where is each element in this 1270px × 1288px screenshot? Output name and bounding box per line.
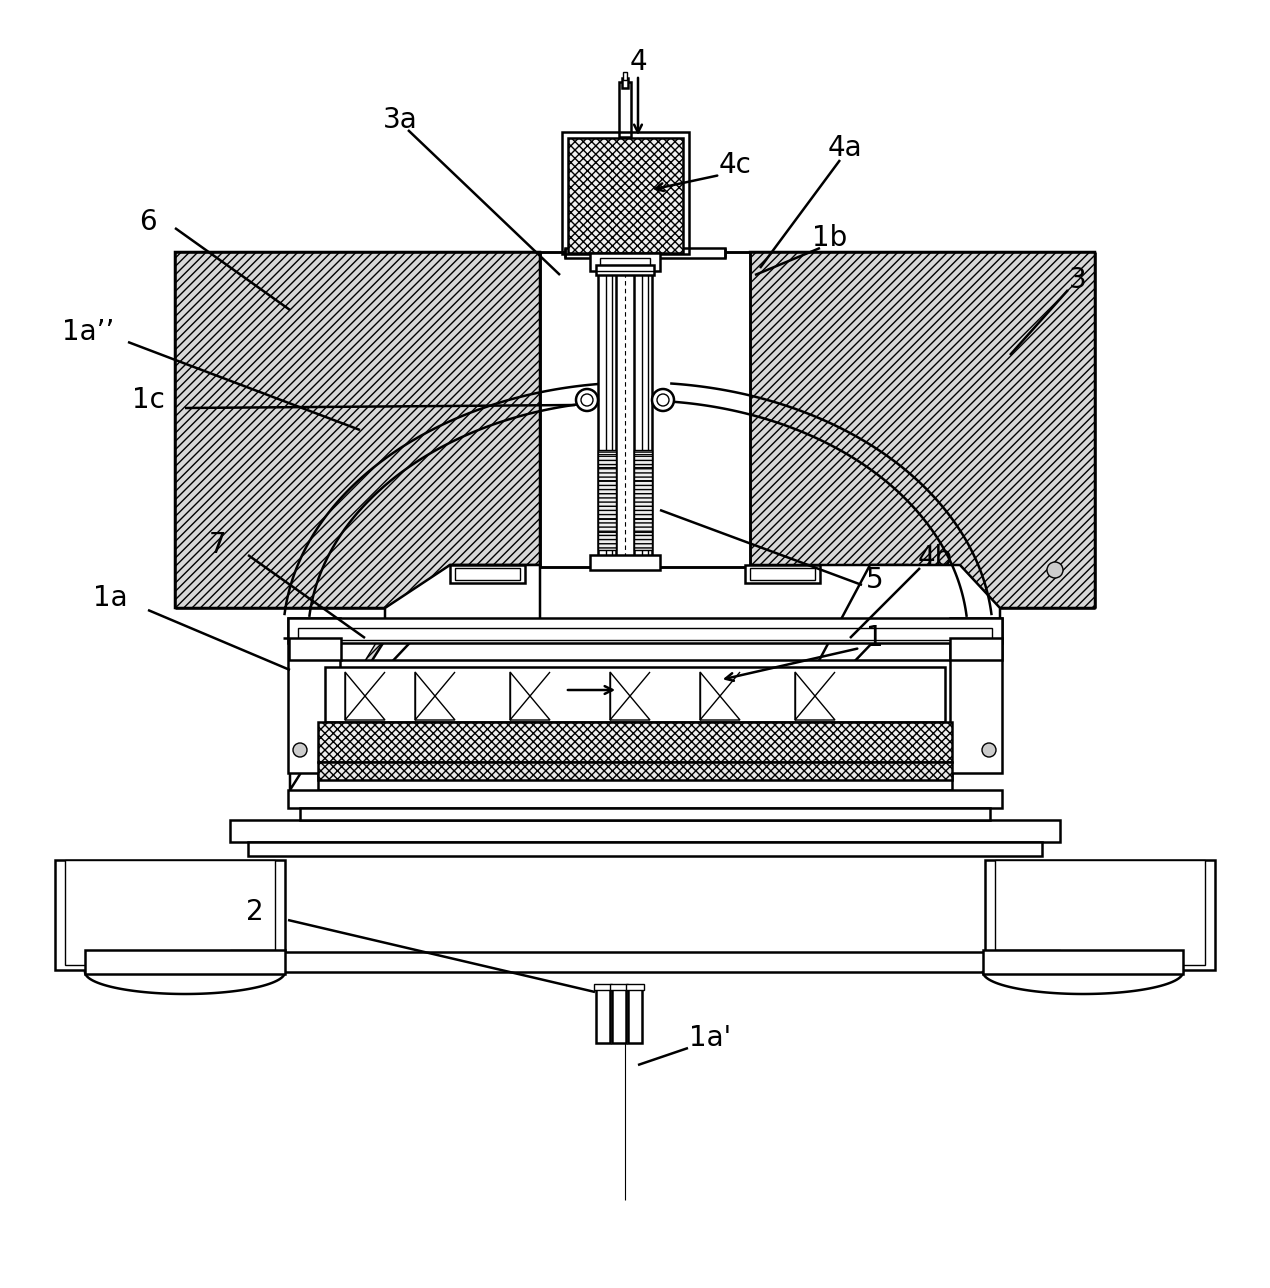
Bar (751, 568, 815, 580)
Bar (950, 638, 1002, 659)
Text: 1a’’: 1a’’ (62, 318, 114, 346)
Text: 1b: 1b (813, 224, 847, 252)
Polygon shape (751, 565, 999, 790)
Text: 6: 6 (140, 207, 156, 236)
Text: 4: 4 (629, 48, 646, 76)
Bar (950, 618, 1002, 773)
Bar (745, 565, 820, 583)
Bar (626, 984, 644, 990)
Text: 5: 5 (866, 565, 884, 594)
Circle shape (293, 743, 307, 757)
Circle shape (982, 743, 996, 757)
Text: 2: 2 (246, 898, 264, 926)
Bar (88, 952, 1182, 972)
Polygon shape (290, 565, 540, 790)
Text: 1c: 1c (132, 386, 164, 413)
Circle shape (580, 394, 593, 406)
Bar (318, 659, 952, 790)
Bar (612, 988, 626, 1043)
Bar (568, 138, 683, 252)
Bar (622, 79, 627, 88)
Circle shape (577, 389, 598, 411)
Polygon shape (345, 672, 385, 720)
Bar (610, 984, 627, 990)
Bar (596, 265, 654, 276)
Bar (318, 723, 952, 762)
Text: 4b: 4b (917, 544, 952, 572)
Bar (596, 988, 610, 1043)
Bar (618, 82, 631, 137)
Bar (288, 618, 1002, 643)
Polygon shape (295, 571, 535, 775)
Polygon shape (754, 571, 994, 775)
Bar (318, 762, 952, 781)
Bar (325, 667, 945, 723)
Polygon shape (175, 252, 540, 608)
Bar (230, 820, 1060, 842)
Text: 3: 3 (1069, 267, 1087, 294)
Bar (627, 988, 643, 1043)
Polygon shape (700, 672, 740, 720)
Polygon shape (986, 860, 1215, 970)
Text: 3a: 3a (382, 106, 418, 134)
Text: 7: 7 (210, 531, 227, 559)
Bar (591, 252, 660, 270)
Bar (594, 984, 612, 990)
Polygon shape (610, 672, 650, 720)
Bar (565, 249, 725, 258)
Polygon shape (65, 860, 276, 965)
Bar (288, 790, 1002, 808)
Polygon shape (511, 672, 550, 720)
Bar (300, 808, 991, 820)
Text: 4c: 4c (719, 151, 752, 179)
Bar (290, 638, 342, 659)
Polygon shape (994, 860, 1205, 965)
Polygon shape (415, 672, 455, 720)
Text: 1a: 1a (93, 583, 127, 612)
Bar (624, 72, 627, 80)
Bar (85, 951, 284, 974)
Bar (599, 258, 650, 268)
Text: 1a': 1a' (688, 1024, 732, 1052)
Polygon shape (55, 860, 284, 970)
Text: 1: 1 (866, 623, 884, 652)
Bar (634, 270, 652, 565)
Bar (598, 450, 616, 550)
Bar (591, 555, 660, 571)
Bar (455, 568, 519, 580)
Polygon shape (795, 672, 834, 720)
Bar (288, 618, 340, 773)
Bar (248, 842, 1041, 857)
Bar (563, 131, 690, 254)
Circle shape (657, 394, 669, 406)
Bar (298, 629, 992, 640)
Circle shape (652, 389, 674, 411)
Bar (598, 270, 616, 565)
Bar (983, 951, 1182, 974)
Bar (540, 252, 751, 567)
Bar (634, 450, 652, 550)
Polygon shape (751, 252, 1095, 608)
Bar (450, 565, 525, 583)
Text: 4a: 4a (828, 134, 862, 162)
Circle shape (1046, 562, 1063, 578)
